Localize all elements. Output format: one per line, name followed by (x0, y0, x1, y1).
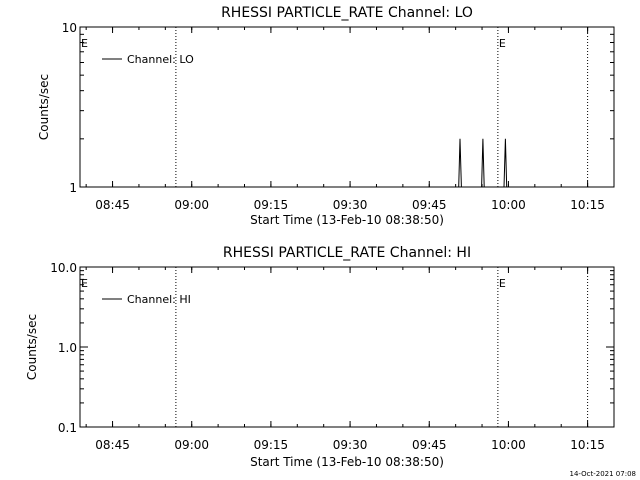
x-tick-label: 09:15 (254, 198, 289, 212)
event-marker-label: E (81, 37, 88, 50)
x-tick-label: 08:45 (95, 438, 130, 452)
x-tick-label: 09:00 (174, 198, 209, 212)
x-tick-label: 09:30 (333, 438, 368, 452)
y-tick-label: 10.0 (50, 261, 77, 275)
plot-frame-2 (79, 266, 615, 428)
x-tick-label: 09:15 (254, 438, 289, 452)
y-axis-label: Counts/sec (37, 74, 51, 140)
x-tick-label: 10:00 (491, 198, 526, 212)
y-tick-label: 1 (69, 181, 77, 195)
x-tick-label: 10:00 (491, 438, 526, 452)
plot-frame-1 (79, 26, 615, 188)
x-tick-label: 09:30 (333, 198, 368, 212)
event-marker-label: E (499, 277, 506, 290)
chart-title: RHESSI PARTICLE_RATE Channel: HI (223, 245, 471, 261)
legend-label: Channel: HI (127, 293, 191, 306)
chart-title: RHESSI PARTICLE_RATE Channel: LO (221, 5, 473, 21)
event-marker-label: E (499, 37, 506, 50)
x-tick-label: 09:45 (412, 438, 447, 452)
series-line (458, 138, 508, 188)
x-axis-label: Start Time (13-Feb-10 08:38:50) (250, 213, 444, 227)
x-tick-label: 09:45 (412, 198, 447, 212)
footer-timestamp: 14-Oct-2021 07:08 (570, 470, 636, 478)
y-tick-label: 10 (62, 21, 77, 35)
x-tick-label: 10:15 (570, 198, 605, 212)
y-tick-label: 1.0 (58, 341, 77, 355)
x-axis-label: Start Time (13-Feb-10 08:38:50) (250, 455, 444, 469)
x-tick-label: 10:15 (570, 438, 605, 452)
event-marker-label: E (81, 277, 88, 290)
y-axis-label: Counts/sec (25, 314, 39, 380)
x-tick-label: 09:00 (174, 438, 209, 452)
legend-label: Channel: LO (127, 53, 194, 66)
x-tick-label: 08:45 (95, 198, 130, 212)
y-tick-label: 0.1 (58, 421, 77, 435)
